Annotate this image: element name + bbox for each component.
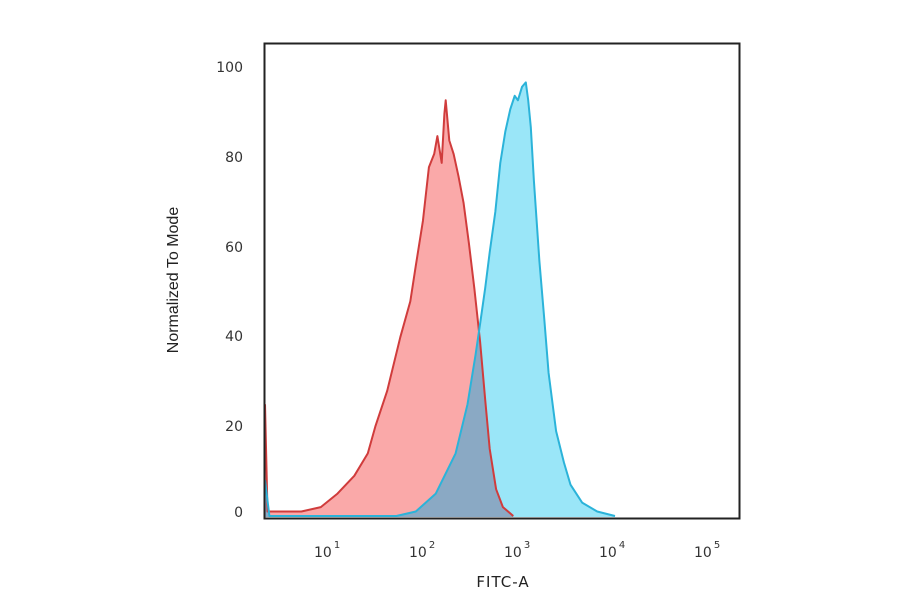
x-tick-label: 10 5 (694, 540, 720, 561)
y-tick-label: 20 (225, 419, 243, 435)
x-axis-label: FITC-A (476, 573, 529, 591)
plot-frame (263, 42, 741, 520)
x-tick-label: 10 3 (504, 540, 530, 561)
y-tick-label: 60 (225, 240, 243, 256)
x-tick-label: 10 1 (314, 540, 340, 561)
y-axis-ticks: 0 20 40 60 80 100 (216, 60, 243, 521)
x-tick-label: 10 4 (599, 540, 625, 561)
y-axis-label: Normalized To Mode (165, 207, 182, 354)
blue-histogram-area (265, 82, 615, 518)
y-tick-label: 40 (225, 329, 243, 345)
series-layer (264, 81, 616, 518)
y-tick-label: 0 (234, 505, 243, 521)
y-tick-label: 100 (216, 60, 243, 76)
y-tick-label: 80 (225, 150, 243, 166)
x-tick-label: 10 2 (409, 540, 435, 561)
red-histogram-area (265, 100, 514, 518)
x-axis-ticks: 10 1 10 2 10 3 10 4 10 5 (314, 540, 720, 561)
blue-histogram-outline (264, 81, 616, 517)
